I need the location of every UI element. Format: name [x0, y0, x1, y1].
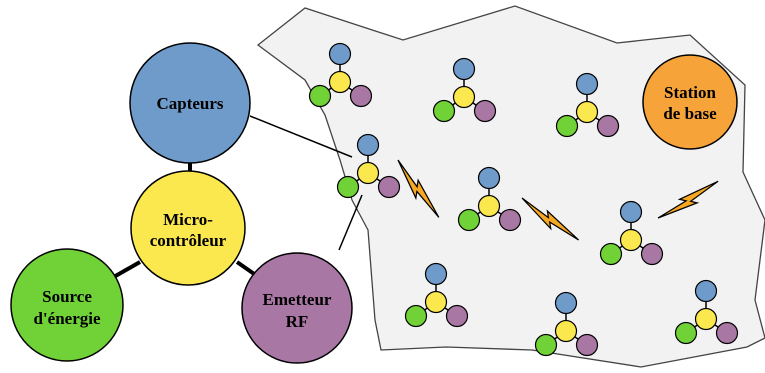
- rf-transmitter-label-line2: RF: [286, 312, 309, 331]
- callout-line-sensors: [249, 115, 353, 158]
- sensors-component: Capteurs: [129, 42, 251, 164]
- rf-transmitter-component: Emetteur RF: [241, 252, 353, 364]
- power-source-component: Source d'énergie: [10, 248, 124, 362]
- link-mcu-power: [111, 260, 141, 280]
- sensors-label: Capteurs: [156, 94, 223, 113]
- rf-transmitter-label-line1: Emetteur: [263, 290, 332, 309]
- base-station-label-line1: Station: [664, 83, 717, 102]
- microcontroller-component: Micro- contrôleur: [130, 170, 246, 286]
- base-station-label-line2: de base: [663, 104, 717, 123]
- callout-line-transmitter: [338, 194, 363, 251]
- power-source-label-line1: Source: [42, 287, 92, 306]
- power-source-label-line2: d'énergie: [33, 309, 100, 328]
- base-station: Station de base: [642, 54, 738, 150]
- microcontroller-label-line2: contrôleur: [150, 231, 227, 250]
- microcontroller-label-line1: Micro-: [163, 210, 213, 229]
